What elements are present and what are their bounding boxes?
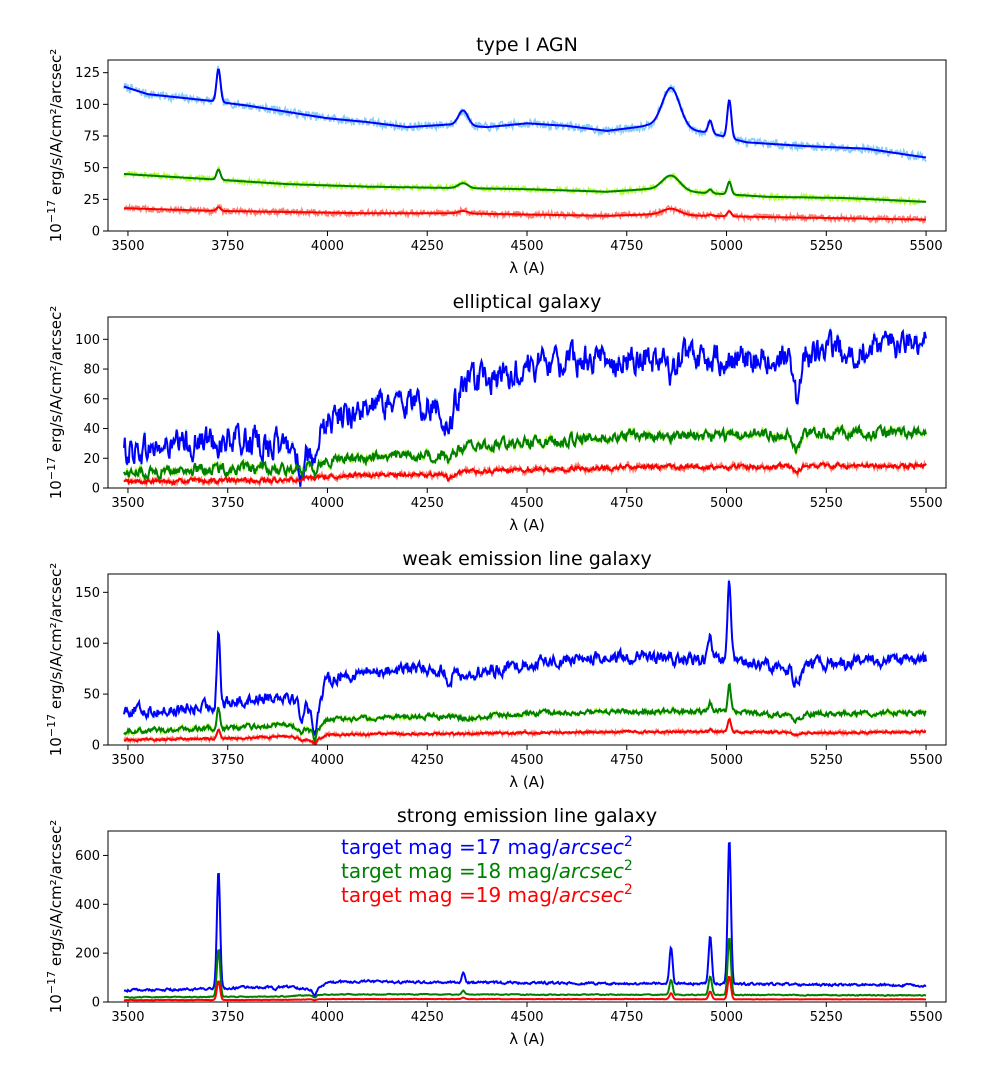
chart-title: weak emission line galaxy <box>402 548 652 570</box>
plot-area <box>123 579 927 745</box>
y-tick-label: 600 <box>75 849 100 864</box>
y-tick-label: 100 <box>75 333 100 348</box>
spectrum-red <box>123 975 927 1002</box>
x-tick-label: 5500 <box>910 239 943 254</box>
y-tick-label: 100 <box>75 98 100 113</box>
x-tick-label: 3500 <box>111 496 144 511</box>
chart-title: type I AGN <box>476 34 578 56</box>
x-tick-label: 4750 <box>610 753 643 768</box>
x-tick-label: 3750 <box>211 239 244 254</box>
plot-area <box>123 841 927 1002</box>
y-tick-label: 60 <box>83 392 100 407</box>
plot-area <box>123 326 927 488</box>
x-tick-label: 4000 <box>311 496 344 511</box>
x-tick-label: 4750 <box>610 496 643 511</box>
x-tick-label: 3750 <box>211 1010 244 1025</box>
x-tick-label: 5000 <box>710 239 743 254</box>
x-tick-label: 5000 <box>710 753 743 768</box>
spectrum-red <box>124 206 926 221</box>
x-axis-label: λ (A) <box>509 1030 545 1048</box>
y-tick-label: 150 <box>75 586 100 601</box>
plot-area <box>123 65 927 225</box>
y-tick-label: 0 <box>92 739 100 754</box>
x-tick-label: 3750 <box>211 753 244 768</box>
y-tick-label: 50 <box>83 161 100 176</box>
x-axis-label: λ (A) <box>509 516 545 534</box>
subplot-3: weak emission line galaxy 3500 3750 4000 425… <box>45 548 947 791</box>
y-axis-label: 10−17 erg/s/A/cm²/arcsec² <box>45 563 65 756</box>
spectrum-green <box>123 682 927 745</box>
y-tick-label: 0 <box>92 996 100 1011</box>
y-tick-label: 125 <box>75 66 100 81</box>
x-tick-label: 5250 <box>810 239 843 254</box>
y-axis-label: 10−17 erg/s/A/cm²/arcsec² <box>45 820 65 1013</box>
x-tick-label: 5000 <box>710 1010 743 1025</box>
x-axis-label: λ (A) <box>509 259 545 277</box>
spectrum-red <box>123 461 927 486</box>
spectrum-green <box>124 168 927 203</box>
y-tick-label: 40 <box>83 422 100 437</box>
x-tick-label: 4000 <box>311 1010 344 1025</box>
spectrum-blue <box>123 580 927 737</box>
noisy-spectrum-blue <box>123 65 927 163</box>
x-tick-label: 4000 <box>311 239 344 254</box>
x-tick-label: 5250 <box>810 496 843 511</box>
x-tick-label: 4750 <box>610 1010 643 1025</box>
x-tick-label: 5500 <box>910 496 943 511</box>
x-tick-label: 4500 <box>510 496 543 511</box>
spectrum-green <box>123 423 927 481</box>
x-tick-label: 5250 <box>810 1010 843 1025</box>
x-tick-label: 5500 <box>910 1010 943 1025</box>
x-axis-label: λ (A) <box>509 773 545 791</box>
y-axis-label: 10−17 erg/s/A/cm²/arcsec² <box>45 306 65 499</box>
spectrum-green <box>123 937 927 999</box>
annotation-mag-2: target mag =18 mag/arcsec2 <box>341 858 633 883</box>
x-tick-label: 4250 <box>411 753 444 768</box>
y-tick-label: 50 <box>83 688 100 703</box>
annotation-mag-1: target mag =17 mag/arcsec2 <box>341 834 633 859</box>
y-tick-label: 0 <box>92 482 100 497</box>
chart-title: strong emission line galaxy <box>397 805 657 827</box>
x-tick-label: 3500 <box>111 753 144 768</box>
x-tick-label: 3500 <box>111 239 144 254</box>
noisy-spectrum-green <box>123 165 927 207</box>
x-tick-label: 4500 <box>510 1010 543 1025</box>
y-tick-label: 80 <box>83 363 100 378</box>
x-tick-label: 5500 <box>910 753 943 768</box>
spectrum-blue <box>123 328 927 487</box>
subplot-2: elliptical galaxy 3500 3750 4000 4250 4500 475… <box>45 291 947 534</box>
x-tick-label: 3500 <box>111 1010 144 1025</box>
y-tick-label: 100 <box>75 637 100 652</box>
x-tick-label: 5000 <box>710 496 743 511</box>
x-tick-label: 4250 <box>411 496 444 511</box>
x-tick-label: 5250 <box>810 753 843 768</box>
x-tick-label: 4250 <box>411 1010 444 1025</box>
chart-title: elliptical galaxy <box>453 291 602 313</box>
y-tick-label: 20 <box>83 452 100 467</box>
spectrum-blue <box>123 841 927 999</box>
x-tick-label: 4750 <box>610 239 643 254</box>
y-tick-label: 25 <box>83 193 100 208</box>
x-tick-label: 4000 <box>311 753 344 768</box>
x-tick-label: 4500 <box>510 753 543 768</box>
y-tick-label: 200 <box>75 947 100 962</box>
annotation-mag-3: target mag =19 mag/arcsec2 <box>341 882 633 907</box>
y-tick-label: 400 <box>75 898 100 913</box>
y-tick-label: 75 <box>83 130 100 145</box>
x-tick-label: 4250 <box>411 239 444 254</box>
spectrum-red <box>123 717 927 745</box>
y-axis-label: 10−17 erg/s/A/cm²/arcsec² <box>45 49 65 242</box>
spectrum-blue <box>123 68 927 159</box>
x-tick-label: 4500 <box>510 239 543 254</box>
subplot-1: type I AGN 3500 3750 4000 4250 4500 4750 5000 52… <box>45 34 947 277</box>
x-tick-label: 3750 <box>211 496 244 511</box>
y-tick-label: 0 <box>92 225 100 240</box>
